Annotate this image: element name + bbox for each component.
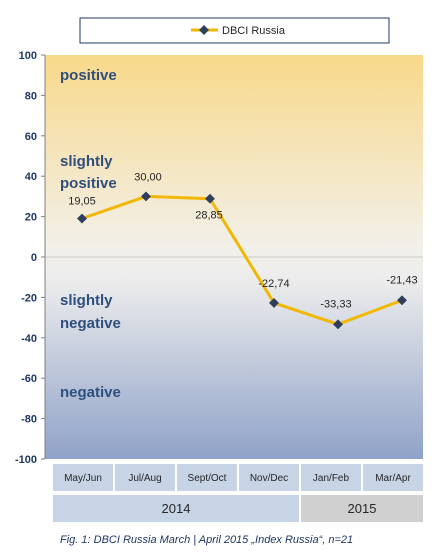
y-tick-label: 20 <box>25 212 37 224</box>
zone-label-slightly-negative-line2: negative <box>60 315 121 332</box>
y-tick-label: 100 <box>19 50 37 62</box>
category-cell <box>53 464 113 491</box>
data-label: -22,74 <box>258 278 289 290</box>
x-tick-label: Sept/Oct <box>188 473 227 484</box>
y-tick-label: 0 <box>31 252 37 264</box>
zone-label-slightly-negative-line1: slightly <box>60 292 113 309</box>
data-label: -33,33 <box>320 298 351 310</box>
y-tick-group: 100 80 60 40 20 0 -20 -40 -60 -80 -100 <box>15 50 423 466</box>
category-cell <box>239 464 299 491</box>
category-cell <box>363 464 423 491</box>
data-point-marker <box>333 319 343 330</box>
category-cell <box>301 464 361 491</box>
legend-marker <box>199 25 209 35</box>
year-label: 2014 <box>162 501 191 516</box>
data-label: 19,05 <box>68 196 96 208</box>
legend-box <box>79 17 390 44</box>
year-cell <box>53 495 299 522</box>
zone-label-negative: negative <box>60 384 121 401</box>
y-tick-label: -20 <box>21 292 37 304</box>
data-point-marker <box>205 193 215 204</box>
data-label: 28,85 <box>195 210 223 222</box>
category-axis: May/Jun Jul/Aug Sept/Oct Nov/Dec Jan/Feb Mar/… <box>53 464 423 491</box>
y-tick-label: -40 <box>21 333 37 345</box>
y-tick-label: -80 <box>21 414 37 426</box>
x-tick-label: Jan/Feb <box>313 473 350 484</box>
x-tick-label: Mar/Apr <box>375 473 411 484</box>
y-tick-label: 80 <box>25 90 37 102</box>
y-tick-label: 60 <box>25 131 37 143</box>
series-dbci-russia: 19,05 30,00 28,85 -22,74 -33,33 -21,43 <box>68 171 418 330</box>
year-label: 2015 <box>348 501 377 516</box>
data-point-marker <box>141 191 151 202</box>
data-label: 30,00 <box>134 171 162 183</box>
data-point-marker <box>269 297 279 308</box>
zone-label-positive: positive <box>60 67 117 84</box>
category-cell <box>115 464 175 491</box>
y-tick-label: 40 <box>25 171 37 183</box>
x-tick-label: May/Jun <box>64 473 102 484</box>
year-axis: 2014 2015 <box>53 495 423 522</box>
series-line <box>81 194 403 326</box>
y-tick-label: -100 <box>15 454 37 466</box>
year-cell <box>301 495 423 522</box>
data-label: -21,43 <box>386 274 417 286</box>
zone-label-slightly-positive-line2: positive <box>60 175 117 192</box>
data-point-marker <box>77 213 87 224</box>
figure-caption: Fig. 1: DBCI Russia March | April 2015 „… <box>60 534 354 546</box>
category-cell <box>177 464 237 491</box>
y-tick-label: -60 <box>21 373 37 385</box>
x-tick-label: Nov/Dec <box>250 473 288 484</box>
legend-entry-dbci-russia: DBCI Russia <box>222 25 286 37</box>
data-point-marker <box>397 295 407 306</box>
zone-label-slightly-positive-line1: slightly <box>60 153 113 170</box>
x-tick-label: Jul/Aug <box>128 473 161 484</box>
